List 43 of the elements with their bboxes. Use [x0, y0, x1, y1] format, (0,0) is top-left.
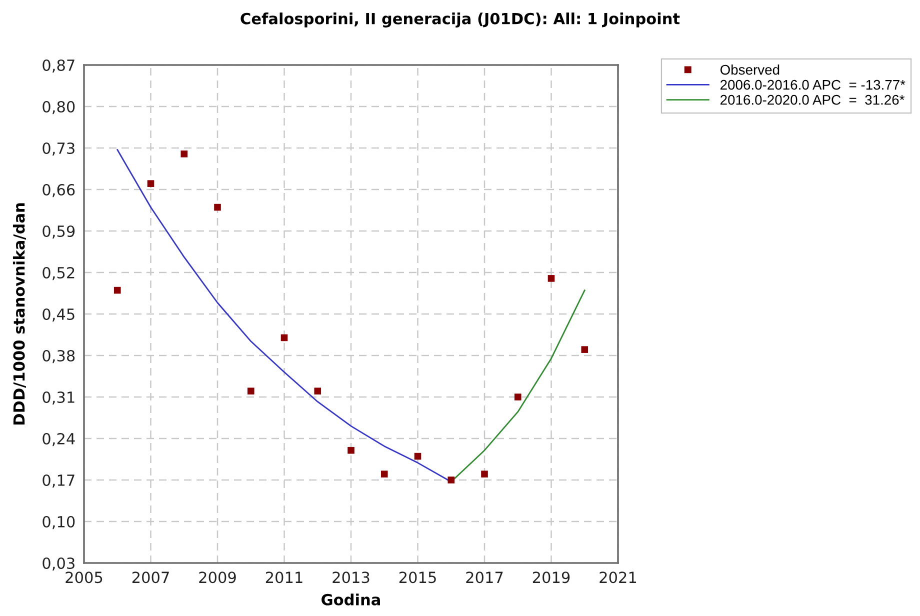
point [180, 150, 188, 158]
x-tick-label: 2009 [199, 572, 236, 584]
y-tick-label: 0,38 [42, 350, 75, 364]
y-tick-label: 0,24 [42, 432, 75, 446]
y-tick-label: 0,66 [42, 184, 75, 198]
y-tick-label: 0,03 [42, 557, 74, 571]
y-tick-label: 0,80 [42, 100, 75, 114]
point [514, 394, 522, 400]
x-tick-label: 2005 [66, 572, 102, 584]
point [280, 334, 288, 342]
x-tick-label: 2017 [466, 572, 503, 584]
point [314, 388, 322, 394]
legend-label: Observed [720, 64, 780, 75]
point [380, 470, 388, 478]
y-tick-label: 0,73 [42, 142, 74, 156]
point [114, 286, 121, 294]
point [481, 470, 488, 478]
x-tick-label: 2007 [132, 572, 169, 584]
x-tick-label: 2015 [399, 572, 436, 584]
y-tick-label: 0,87 [42, 59, 74, 73]
chart-title: Cefalosporini, II generacija (J01DC): All: 1 Joinpoint [240, 12, 680, 28]
point [581, 346, 588, 353]
y-tick-label: 0,59 [42, 225, 75, 239]
y-axis-title: DDD/1000 stanovnika/dan [12, 203, 26, 424]
x-tick-label: 2013 [332, 572, 370, 584]
y-tick-label: 0,52 [42, 266, 74, 280]
x-tick-label: 2019 [532, 572, 570, 584]
y-tick-label: 0,17 [42, 474, 74, 488]
point [548, 275, 555, 282]
point [414, 452, 422, 460]
legend-label: 2016.0-2020.0 APC = 31.26* [720, 94, 905, 105]
point [348, 446, 354, 454]
y-tick-label: 0,31 [42, 391, 74, 405]
point [147, 180, 154, 187]
point [214, 204, 221, 211]
point [247, 388, 254, 394]
y-tick-label: 0,10 [42, 516, 75, 530]
point [448, 476, 455, 484]
x-tick-label: 2021 [600, 572, 636, 584]
x-tick-label: 2011 [266, 572, 302, 584]
y-tick-label: 0,45 [42, 308, 74, 322]
legend-label: 2006.0-2016.0 APC = -13.77* [720, 80, 906, 90]
x-axis-title: Godina [322, 594, 380, 606]
